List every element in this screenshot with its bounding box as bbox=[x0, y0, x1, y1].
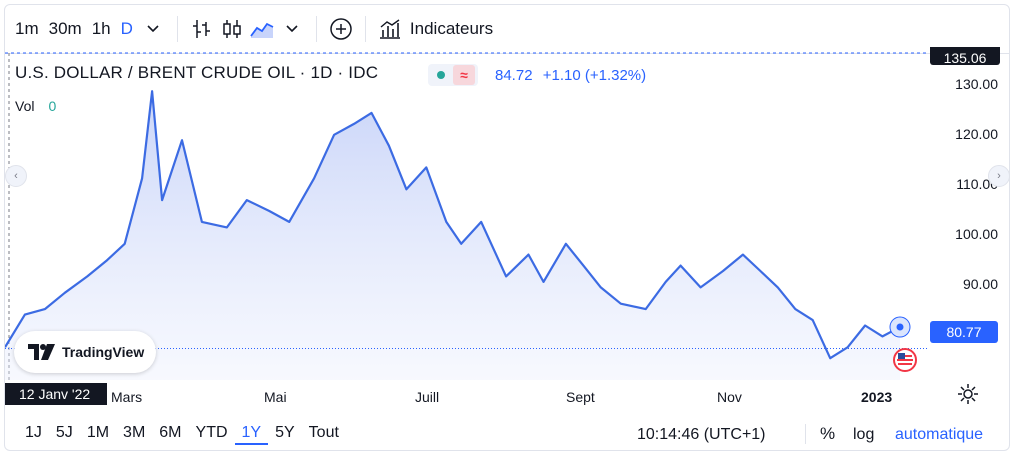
range-ytd[interactable]: YTD bbox=[195, 423, 228, 441]
time-tick: Mai bbox=[264, 389, 287, 405]
tradingview-icon bbox=[28, 344, 55, 360]
range-5d[interactable]: 5J bbox=[55, 423, 73, 441]
settings-gear-icon[interactable] bbox=[957, 383, 979, 405]
market-open-dot bbox=[437, 71, 445, 79]
range-1m[interactable]: 1M bbox=[86, 423, 110, 441]
price-tag-top: 135.06 bbox=[930, 47, 1000, 66]
range-6m[interactable]: 6M bbox=[159, 423, 182, 441]
range-5y[interactable]: 5Y bbox=[275, 423, 295, 441]
area-chart-icon[interactable] bbox=[247, 12, 277, 46]
price-tick: 110.00 bbox=[956, 176, 998, 192]
divider bbox=[315, 16, 317, 42]
timezone-clock[interactable]: 10:14:46 (UTC+1) bbox=[637, 426, 766, 443]
delayed-data-icon: ≈ bbox=[453, 65, 475, 85]
percent-scale-toggle[interactable]: % bbox=[820, 424, 836, 443]
symbol-title: U.S. DOLLAR / BRENT CRUDE OIL · 1D · IDC bbox=[15, 63, 379, 82]
auto-scale-toggle[interactable]: automatique bbox=[895, 426, 984, 443]
scroll-left-icon[interactable]: ‹ bbox=[5, 165, 27, 187]
scroll-right-icon[interactable]: › bbox=[988, 165, 1009, 187]
range-1y[interactable]: 1Y bbox=[234, 424, 269, 445]
price-tick: 120.00 bbox=[955, 126, 998, 142]
price-change: +1.10 (+1.32%) bbox=[542, 67, 647, 84]
chevron-down-icon[interactable] bbox=[277, 12, 307, 46]
volume-label: Vol bbox=[15, 98, 35, 114]
interval-30m[interactable]: 30m bbox=[48, 19, 82, 38]
divider bbox=[805, 424, 806, 444]
top-toolbar: 1m 30m 1h D Indicateurs bbox=[5, 5, 1009, 54]
crosshair-date-tag: 12 Janv '22 bbox=[5, 383, 107, 405]
range-all[interactable]: Tout bbox=[308, 423, 339, 441]
logo-text: TradingView bbox=[62, 344, 145, 360]
legend-values: 84.72 +1.10 (+1.32%) bbox=[495, 67, 646, 84]
volume-value: 0 bbox=[48, 98, 57, 114]
volume-legend: Vol 0 bbox=[15, 98, 56, 114]
price-axis[interactable]: 130.00 120.00 110.00 100.00 90.00 bbox=[930, 53, 1009, 380]
tradingview-logo[interactable]: TradingView bbox=[14, 331, 156, 373]
indicators-button[interactable]: Indicateurs bbox=[409, 19, 494, 38]
bottom-toolbar: 1J 5J 1M 3M 6M YTD 1Y 5Y Tout 10:14:46 (… bbox=[5, 418, 1009, 450]
time-tick: Mars bbox=[111, 389, 143, 405]
market-status[interactable]: ≈ bbox=[428, 64, 478, 86]
chart-widget: 1m 30m 1h D Indicateurs bbox=[4, 4, 1010, 451]
last-price: 84.72 bbox=[495, 67, 533, 84]
price-area-fill bbox=[5, 91, 900, 380]
interval-daily[interactable]: D bbox=[120, 19, 133, 38]
interval-1m[interactable]: 1m bbox=[15, 19, 39, 38]
price-tick: 90.00 bbox=[962, 276, 998, 292]
time-axis[interactable]: Mars Mai Juill Sept Nov 2023 bbox=[5, 382, 1009, 408]
range-1d[interactable]: 1J bbox=[25, 423, 42, 441]
divider bbox=[176, 16, 178, 42]
add-compare-icon[interactable] bbox=[326, 12, 356, 46]
us-flag-icon bbox=[893, 348, 917, 372]
time-tick: Nov bbox=[717, 389, 742, 405]
log-scale-toggle[interactable]: log bbox=[853, 426, 875, 443]
year-tick: 2023 bbox=[861, 389, 893, 405]
price-tick: 130.00 bbox=[955, 76, 998, 92]
last-point-dot bbox=[896, 323, 904, 331]
divider bbox=[364, 16, 366, 42]
range-3m[interactable]: 3M bbox=[123, 423, 146, 441]
candlestick-icon[interactable] bbox=[217, 12, 247, 46]
price-tick: 100.00 bbox=[955, 226, 998, 242]
price-chart[interactable] bbox=[5, 5, 1009, 450]
chevron-down-icon[interactable] bbox=[138, 12, 168, 46]
bar-chart-icon[interactable] bbox=[187, 12, 217, 46]
last-price-tag: 80.77 bbox=[930, 321, 998, 343]
interval-1h[interactable]: 1h bbox=[91, 19, 111, 38]
price-line bbox=[5, 90, 901, 360]
time-tick: Juill bbox=[415, 389, 440, 405]
time-tick: Sept bbox=[566, 389, 595, 405]
indicators-icon[interactable] bbox=[375, 12, 405, 46]
